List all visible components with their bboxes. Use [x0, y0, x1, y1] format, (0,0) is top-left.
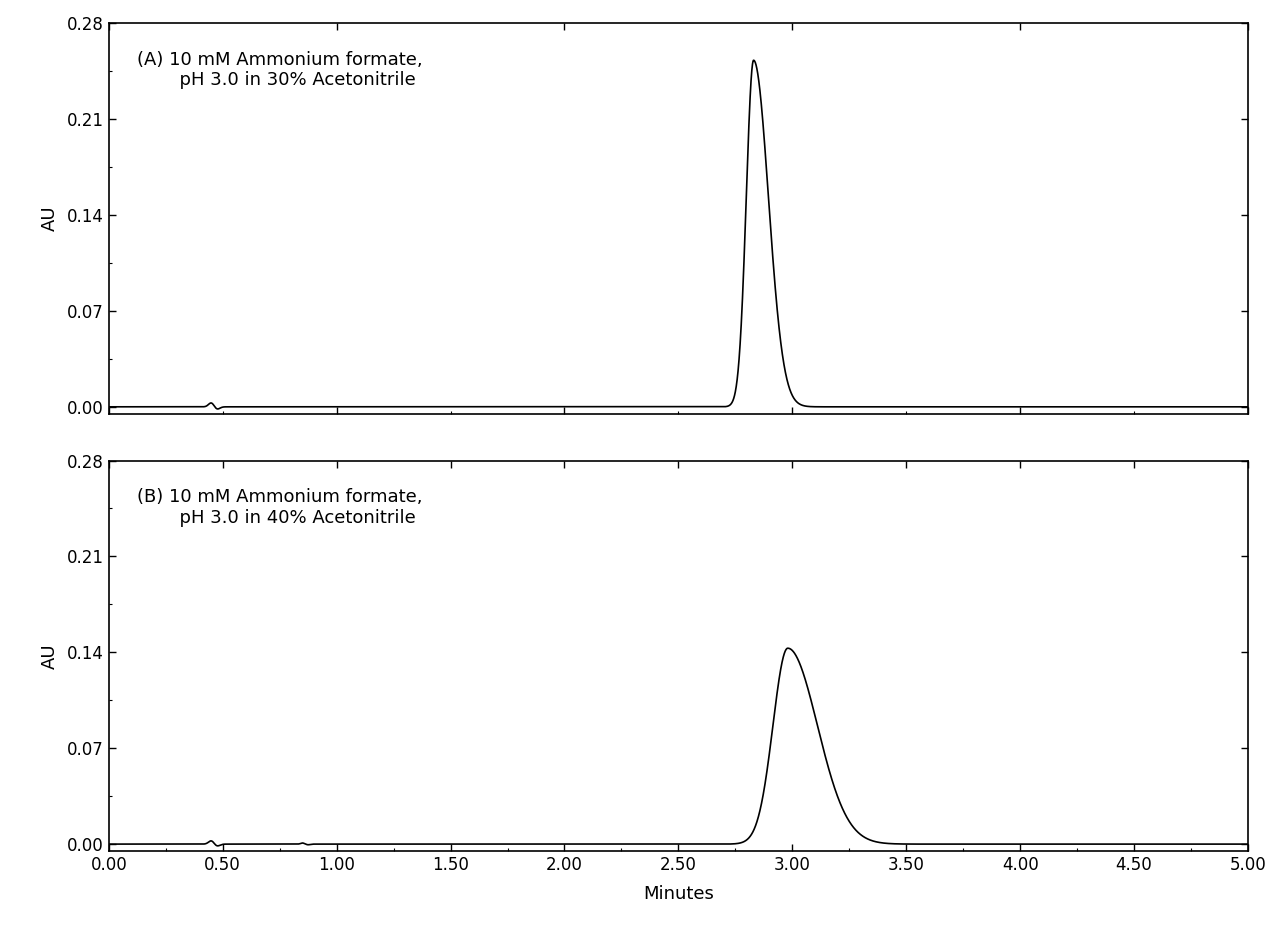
- X-axis label: Minutes: Minutes: [643, 885, 714, 903]
- Y-axis label: AU: AU: [41, 643, 59, 669]
- Text: (B) 10 mM Ammonium formate,
      pH 3.0 in 40% Acetonitrile: (B) 10 mM Ammonium formate, pH 3.0 in 40…: [137, 488, 422, 526]
- Y-axis label: AU: AU: [41, 206, 59, 232]
- Text: (A) 10 mM Ammonium formate,
      pH 3.0 in 30% Acetonitrile: (A) 10 mM Ammonium formate, pH 3.0 in 30…: [137, 50, 422, 89]
